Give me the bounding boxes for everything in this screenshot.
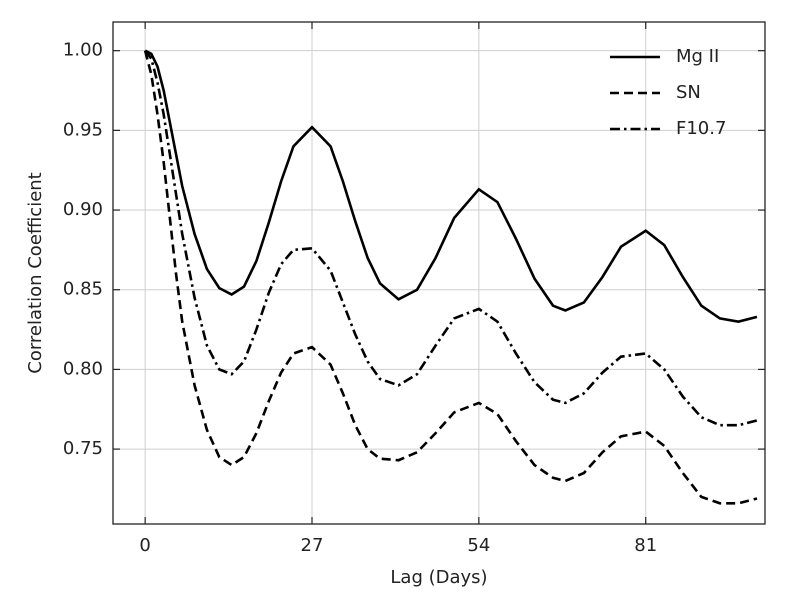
x-tick-label: 81 [634,535,657,556]
legend-label: F10.7 [676,118,726,139]
y-tick-label: 0.80 [63,358,103,379]
x-tick-label: 54 [467,535,490,556]
data-line [144,49,758,427]
x-tick-label: 27 [301,535,324,556]
y-tick-label: 0.90 [63,199,103,220]
data-line [143,50,758,505]
x-tick-label: 0 [139,535,150,556]
y-tick-label: 0.95 [63,119,103,140]
plot-frame [112,21,766,525]
legend-label: SN [676,82,701,103]
y-tick-label: 1.00 [63,40,103,61]
data-line [144,49,758,323]
y-tick-label: 0.75 [63,438,103,459]
legend-label: Mg II [676,46,719,67]
y-axis-label: Correlation Coefficient [25,172,46,373]
x-axis-label: Lag (Days) [390,567,487,588]
y-tick-label: 0.85 [63,279,103,300]
